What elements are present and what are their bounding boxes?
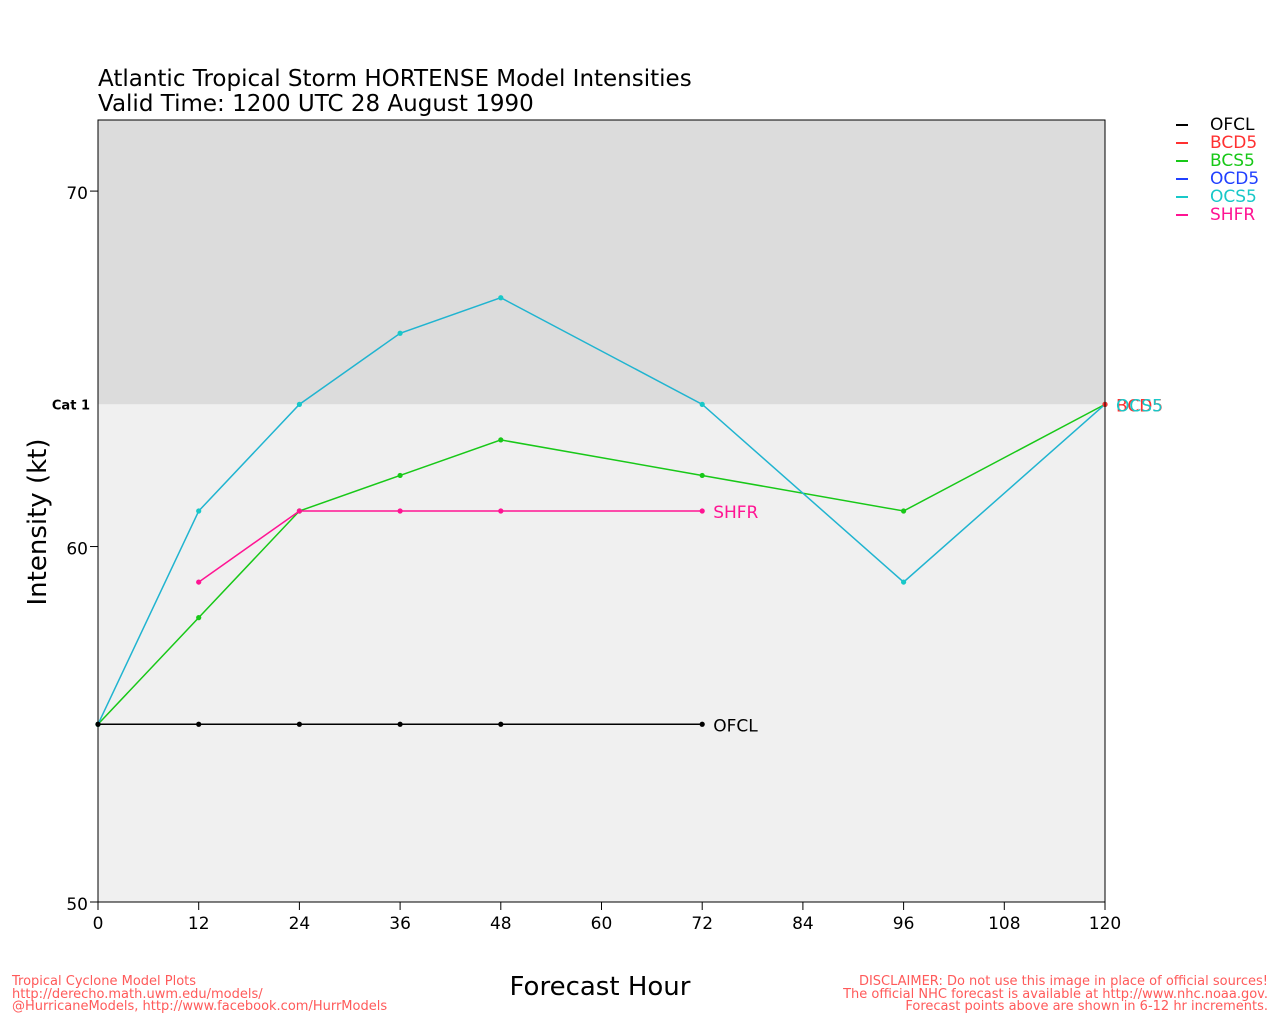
x-tick-label: 48 [490, 914, 512, 934]
plot-frame [97, 119, 1106, 903]
threshold-label: Cat 1 [52, 398, 90, 413]
x-axis-label: Forecast Hour [509, 972, 691, 1002]
data-point-ocs5 [196, 508, 202, 514]
data-point-ocs5 [498, 295, 504, 301]
legend-swatch [1176, 142, 1188, 144]
data-point-ofcl [196, 721, 202, 727]
data-point-shfr [196, 579, 202, 585]
data-point-ofcl [296, 721, 302, 727]
series-line-bcs5 [97, 403, 1106, 725]
footer-disclaimer: DISCLAIMER: Do not use this image in pla… [843, 974, 1268, 1014]
x-tick-label: 120 [1089, 914, 1121, 934]
legend-label: OCS5 [1210, 187, 1257, 207]
legend-swatch [1176, 214, 1188, 216]
legend-swatch [1176, 196, 1188, 198]
footer-credit-line: http://derecho.math.uwm.edu/models/ [12, 986, 263, 1002]
series-end-label-bcd5: BCD5 [1116, 396, 1163, 416]
series-end-label-shfr: SHFR [713, 503, 758, 523]
data-point-bcs5 [397, 472, 403, 479]
x-tick-label: 12 [188, 914, 210, 934]
footer-disclaimer-line: Forecast points above are shown in 6-12 … [905, 999, 1268, 1014]
data-point-shfr [296, 508, 302, 514]
series-line-ocs5 [97, 296, 1106, 725]
x-tick-label: 72 [691, 914, 713, 934]
y-tick-label: 60 [66, 540, 88, 560]
legend-label: OCD5 [1210, 169, 1260, 189]
data-point-bcs5 [901, 508, 907, 514]
legend-entry-ocs5: OCS5 [1176, 187, 1257, 207]
legend-entry-ofcl: OFCL [1176, 115, 1255, 135]
data-point-shfr [498, 508, 504, 514]
data-point-bcs5 [196, 615, 202, 621]
data-point-ofcl [397, 721, 403, 727]
data-point-ocs5 [699, 401, 705, 407]
x-tick-label: 0 [93, 914, 104, 934]
legend-entry-bcd5: BCD5 [1176, 133, 1257, 153]
hurricane-region [98, 120, 1105, 405]
series-end-label-ofcl: OFCL [713, 716, 758, 736]
x-tick-label: 24 [289, 914, 311, 934]
legend-swatch [1176, 178, 1188, 180]
data-point-ofcl [498, 721, 504, 727]
data-point-ocs5 [901, 579, 907, 585]
footer-credit-line: @HurricaneModels, http://www.facebook.co… [12, 999, 388, 1014]
footer-disclaimer-line: The official NHC forecast is available a… [843, 986, 1268, 1002]
y-axis-label: Intensity (kt) [23, 438, 53, 606]
data-point-ocs5 [296, 401, 302, 407]
series-end-label-ocs5: OCS5 [1116, 396, 1163, 416]
legend-entry-ocd5: OCD5 [1176, 169, 1259, 189]
x-tick-label: 108 [988, 914, 1020, 934]
data-point-bcs5 [699, 472, 705, 479]
data-point-bcs5 [498, 437, 504, 443]
tropical-storm-region [98, 404, 1105, 902]
legend-entry-shfr: SHFR [1176, 205, 1255, 225]
legend-label: BCD5 [1210, 133, 1258, 153]
data-point-shfr [699, 508, 705, 514]
x-tick-label: 60 [591, 914, 613, 934]
x-tick-label: 96 [893, 914, 915, 934]
y-tick-label: 50 [66, 895, 88, 915]
data-point-ofcl [699, 721, 705, 727]
footer-credits: Tropical Cyclone Model Plots http://dere… [12, 974, 388, 1014]
legend-swatch [1176, 124, 1188, 126]
footer-disclaimer-line: DISCLAIMER: Do not use this image in pla… [858, 974, 1268, 989]
legend-label: OFCL [1210, 115, 1255, 135]
chart-title: Atlantic Tropical Storm HORTENSE Model I… [98, 66, 692, 92]
x-tick-label: 84 [792, 914, 814, 934]
y-tick-label: 70 [66, 184, 88, 204]
footer-credit-line: Tropical Cyclone Model Plots [12, 974, 197, 989]
legend-label: SHFR [1210, 205, 1256, 225]
legend-swatch [1176, 160, 1188, 162]
legend-label: BCS5 [1210, 151, 1255, 171]
data-point-ocs5 [397, 330, 403, 336]
x-tick-label: 36 [389, 914, 411, 934]
legend-entry-bcs5: BCS5 [1176, 151, 1255, 171]
chart-subtitle: Valid Time: 1200 UTC 28 August 1990 [98, 91, 534, 117]
data-point-shfr [397, 508, 403, 514]
